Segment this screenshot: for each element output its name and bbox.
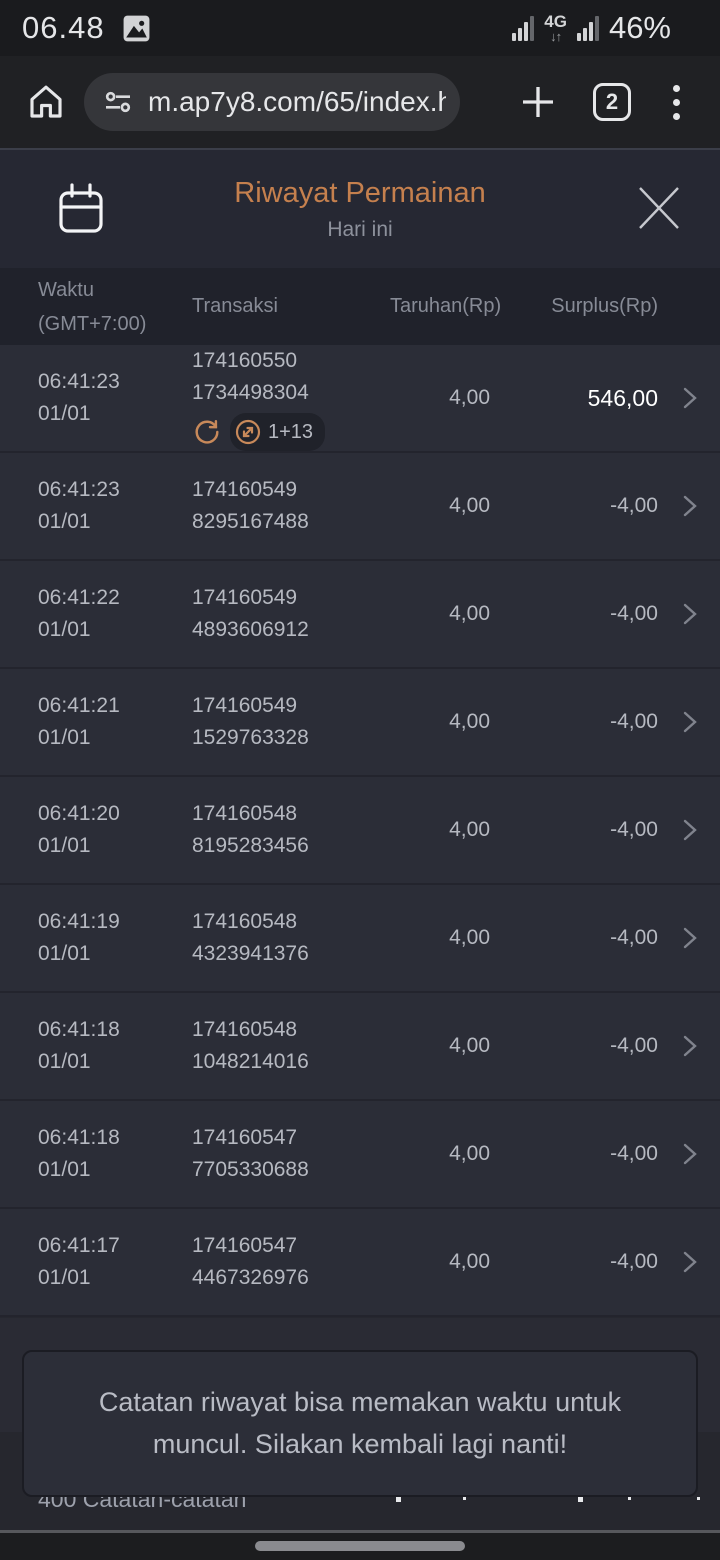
- row-time: 06:41:23 01/01: [38, 370, 120, 425]
- chevron-right-icon[interactable]: [658, 1140, 698, 1168]
- row-bet: 4,00: [449, 1142, 490, 1165]
- signal-icon: [576, 15, 599, 41]
- page-title: Riwayat Permainan: [234, 176, 486, 209]
- partially-hidden-pagination: [0, 1497, 720, 1503]
- column-header-waktu: Waktu (GMT+7:00): [38, 278, 147, 335]
- column-header-taruhan: Taruhan(Rp): [390, 295, 502, 317]
- row-surplus: -4,00: [610, 602, 658, 625]
- row-transaction-ids: 174160549 1529763328: [192, 694, 309, 749]
- close-button[interactable]: [636, 184, 682, 232]
- row-surplus: -4,00: [610, 710, 658, 733]
- row-surplus: -4,00: [610, 818, 658, 841]
- row-time: 06:41:21 01/01: [38, 694, 120, 749]
- status-bar: 06.48 4G ↓↑ 46%: [0, 0, 720, 56]
- row-transaction-ids: 174160548 1048214016: [192, 1018, 309, 1073]
- row-time: 06:41:22 01/01: [38, 586, 120, 641]
- url-text[interactable]: m.ap7y8.com/65/index.htm: [148, 86, 446, 117]
- row-bet: 4,00: [449, 1250, 490, 1273]
- column-header-transaksi: Transaksi: [192, 295, 278, 317]
- url-bar[interactable]: m.ap7y8.com/65/index.htm: [84, 73, 460, 131]
- calendar-icon: [56, 182, 106, 238]
- row-surplus: -4,00: [610, 1034, 658, 1057]
- row-bet: 4,00: [449, 710, 490, 733]
- network-type-icon: 4G ↓↑: [544, 12, 567, 44]
- row-transaction-ids: 174160550 1734498304: [192, 345, 390, 451]
- page-subtitle: Hari ini: [327, 217, 393, 241]
- table-row[interactable]: 06:41:17 01/01 174160547 4467326976: [0, 1209, 720, 1317]
- row-transaction-ids: 174160547 7705330688: [192, 1126, 309, 1181]
- row-surplus: -4,00: [610, 1142, 658, 1165]
- row-transaction-ids: 174160548 4323941376: [192, 910, 309, 965]
- badge-text: 1+13: [268, 421, 314, 443]
- gesture-pill[interactable]: [255, 1541, 465, 1551]
- table-row[interactable]: 06:41:23 01/01 174160550 1734498304: [0, 345, 720, 453]
- row-time: 06:41:18 01/01: [38, 1126, 120, 1181]
- row-transaction-ids: 174160548 8195283456: [192, 802, 309, 857]
- row-time: 06:41:18 01/01: [38, 1018, 120, 1073]
- row-bet: 4,00: [449, 494, 490, 517]
- gesture-nav-bar: [0, 1530, 720, 1560]
- battery-icon: [681, 13, 698, 43]
- close-icon: [636, 184, 682, 232]
- chevron-right-icon[interactable]: [658, 384, 698, 412]
- column-header-surplus: Surplus(Rp): [551, 295, 658, 317]
- toast-message: Catatan riwayat bisa memakan waktu untuk…: [22, 1350, 698, 1497]
- toast-text: Catatan riwayat bisa memakan waktu untuk…: [98, 1386, 622, 1459]
- table-body: 06:41:23 01/01 174160550 1734498304: [0, 345, 720, 1317]
- calendar-button[interactable]: [56, 182, 106, 238]
- home-button[interactable]: [24, 80, 68, 124]
- browser-toolbar: m.ap7y8.com/65/index.htm 2: [0, 56, 720, 148]
- new-tab-button[interactable]: [508, 72, 568, 132]
- table-row[interactable]: 06:41:21 01/01 174160549 1529763328: [0, 669, 720, 777]
- table-row[interactable]: 06:41:22 01/01 174160549 4893606912: [0, 561, 720, 669]
- kebab-menu-button[interactable]: [656, 72, 696, 132]
- chevron-right-icon[interactable]: [658, 492, 698, 520]
- multiplier-badge: 1+13: [230, 413, 326, 451]
- clock: 06.48: [22, 10, 105, 45]
- tab-switcher-button[interactable]: 2: [568, 72, 656, 132]
- tune-icon[interactable]: [102, 86, 134, 118]
- battery-percent: 46%: [608, 10, 671, 45]
- row-surplus: -4,00: [610, 494, 658, 517]
- row-surplus: -4,00: [610, 926, 658, 949]
- table-row[interactable]: 06:41:23 01/01 174160549 8295167488: [0, 453, 720, 561]
- signal-icon: [512, 15, 535, 41]
- table-row[interactable]: 06:41:18 01/01 174160548 1048214016: [0, 993, 720, 1101]
- row-transaction-ids: 174160549 8295167488: [192, 478, 309, 533]
- page-header: Riwayat Permainan Hari ini: [0, 148, 720, 268]
- photo-icon: [121, 13, 152, 44]
- table-row[interactable]: 06:41:18 01/01 174160547 7705330688: [0, 1101, 720, 1209]
- row-bet: 4,00: [449, 386, 490, 409]
- round-icons: 1+13: [192, 413, 390, 451]
- row-transaction-ids: 174160549 4893606912: [192, 586, 309, 641]
- row-bet: 4,00: [449, 1034, 490, 1057]
- row-surplus: -4,00: [610, 1250, 658, 1273]
- table-row[interactable]: 06:41:19 01/01 174160548 4323941376: [0, 885, 720, 993]
- refresh-icon: [192, 417, 222, 447]
- row-bet: 4,00: [449, 926, 490, 949]
- row-time: 06:41:20 01/01: [38, 802, 120, 857]
- expand-icon: [234, 418, 262, 446]
- chevron-right-icon[interactable]: [658, 1032, 698, 1060]
- table-row[interactable]: 06:41:20 01/01 174160548 8195283456: [0, 777, 720, 885]
- chevron-right-icon[interactable]: [658, 600, 698, 628]
- row-time: 06:41:23 01/01: [38, 478, 120, 533]
- tab-count: 2: [593, 83, 631, 121]
- chevron-right-icon[interactable]: [658, 924, 698, 952]
- row-bet: 4,00: [449, 602, 490, 625]
- chevron-right-icon[interactable]: [658, 708, 698, 736]
- row-time: 06:41:19 01/01: [38, 910, 120, 965]
- table-header: Waktu (GMT+7:00) Transaksi Taruhan(Rp) S…: [0, 268, 720, 345]
- row-bet: 4,00: [449, 818, 490, 841]
- row-surplus: 546,00: [587, 384, 658, 411]
- chevron-right-icon[interactable]: [658, 1248, 698, 1276]
- chevron-right-icon[interactable]: [658, 816, 698, 844]
- row-time: 06:41:17 01/01: [38, 1234, 120, 1289]
- row-transaction-ids: 174160547 4467326976: [192, 1234, 309, 1289]
